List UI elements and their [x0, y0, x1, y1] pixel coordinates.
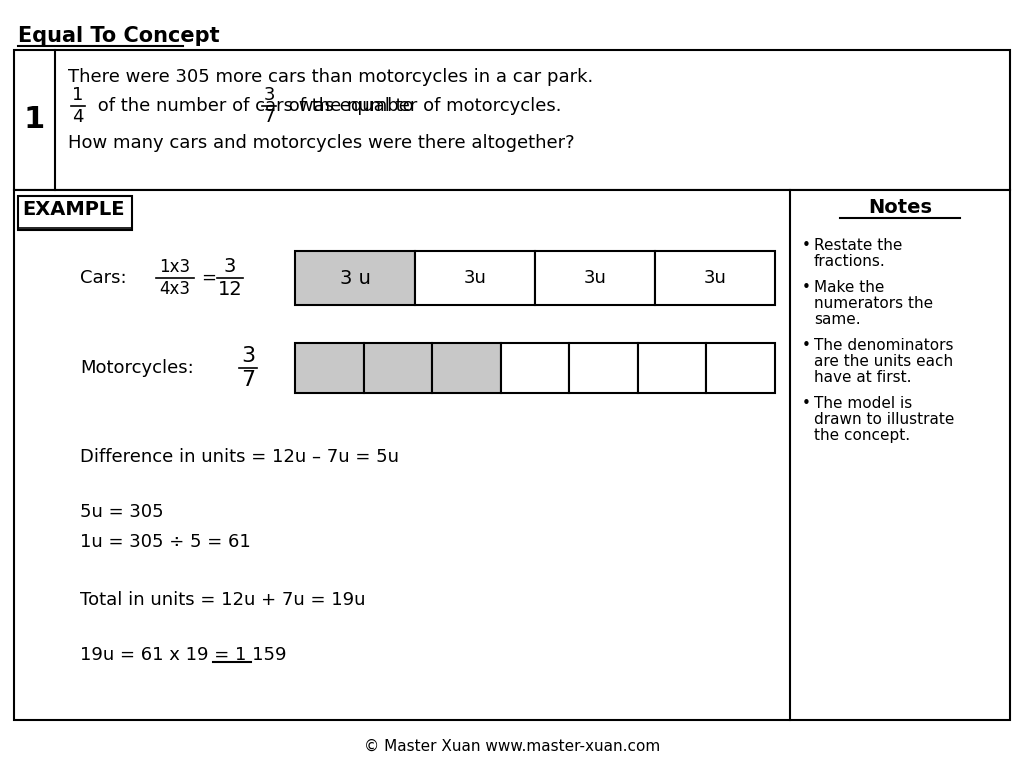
Bar — [14, 190, 1010, 720]
Text: have at first.: have at first. — [814, 370, 911, 385]
Text: are the units each: are the units each — [814, 354, 953, 369]
Text: 3: 3 — [241, 346, 255, 366]
Text: © Master Xuan www.master-xuan.com: © Master Xuan www.master-xuan.com — [364, 739, 660, 753]
Text: The denominators: The denominators — [814, 338, 953, 353]
Text: 1u = 305 ÷ 5 = 61: 1u = 305 ÷ 5 = 61 — [80, 533, 251, 551]
Text: 1: 1 — [73, 86, 84, 104]
Bar — [569, 343, 638, 393]
Text: •: • — [802, 338, 811, 353]
Text: Cars:: Cars: — [80, 269, 127, 287]
Text: 4: 4 — [73, 108, 84, 126]
Text: 3: 3 — [224, 257, 237, 276]
Text: 3u: 3u — [464, 269, 486, 287]
Text: same.: same. — [814, 312, 860, 327]
Bar — [295, 251, 415, 305]
Bar — [14, 50, 1010, 190]
Text: Motorcycles:: Motorcycles: — [80, 359, 194, 377]
Text: 7: 7 — [241, 370, 255, 390]
Bar — [535, 251, 655, 305]
Bar — [638, 343, 707, 393]
Text: fractions.: fractions. — [814, 254, 886, 269]
Text: of the number of cars was equal to: of the number of cars was equal to — [92, 97, 414, 115]
Text: Total in units = 12u + 7u = 19u: Total in units = 12u + 7u = 19u — [80, 591, 366, 609]
Text: EXAMPLE: EXAMPLE — [22, 200, 125, 219]
Text: 3u: 3u — [703, 269, 726, 287]
Text: numerators the: numerators the — [814, 296, 933, 311]
Bar — [432, 343, 501, 393]
Text: Difference in units = 12u – 7u = 5u: Difference in units = 12u – 7u = 5u — [80, 448, 399, 466]
Text: How many cars and motorcycles were there altogether?: How many cars and motorcycles were there… — [68, 134, 574, 152]
Text: There were 305 more cars than motorcycles in a car park.: There were 305 more cars than motorcycle… — [68, 68, 593, 86]
Bar — [18, 196, 132, 230]
Text: drawn to illustrate: drawn to illustrate — [814, 412, 954, 427]
Text: •: • — [802, 396, 811, 411]
Text: 3u: 3u — [584, 269, 606, 287]
Text: 3 u: 3 u — [340, 269, 371, 287]
Text: •: • — [802, 238, 811, 253]
Text: The model is: The model is — [814, 396, 912, 411]
Text: Equal To Concept: Equal To Concept — [18, 26, 219, 46]
Text: •: • — [802, 280, 811, 295]
Bar — [655, 251, 775, 305]
Text: 1: 1 — [24, 105, 45, 134]
Text: the concept.: the concept. — [814, 428, 910, 443]
Text: 1x3: 1x3 — [160, 258, 190, 276]
Text: 7: 7 — [263, 108, 275, 126]
Bar — [501, 343, 569, 393]
Text: 12: 12 — [218, 280, 243, 299]
Text: 5u = 305: 5u = 305 — [80, 503, 164, 521]
Text: Make the: Make the — [814, 280, 885, 295]
Text: of the number of motorcycles.: of the number of motorcycles. — [284, 97, 562, 115]
Bar — [364, 343, 432, 393]
Bar — [707, 343, 775, 393]
Text: 19u = 61 x 19 = 1 159: 19u = 61 x 19 = 1 159 — [80, 646, 287, 664]
Text: Restate the: Restate the — [814, 238, 902, 253]
Bar — [295, 343, 364, 393]
Text: Notes: Notes — [868, 198, 932, 217]
Text: 4x3: 4x3 — [160, 280, 190, 298]
Text: =: = — [201, 269, 216, 287]
Text: 3: 3 — [263, 86, 275, 104]
Bar — [415, 251, 535, 305]
